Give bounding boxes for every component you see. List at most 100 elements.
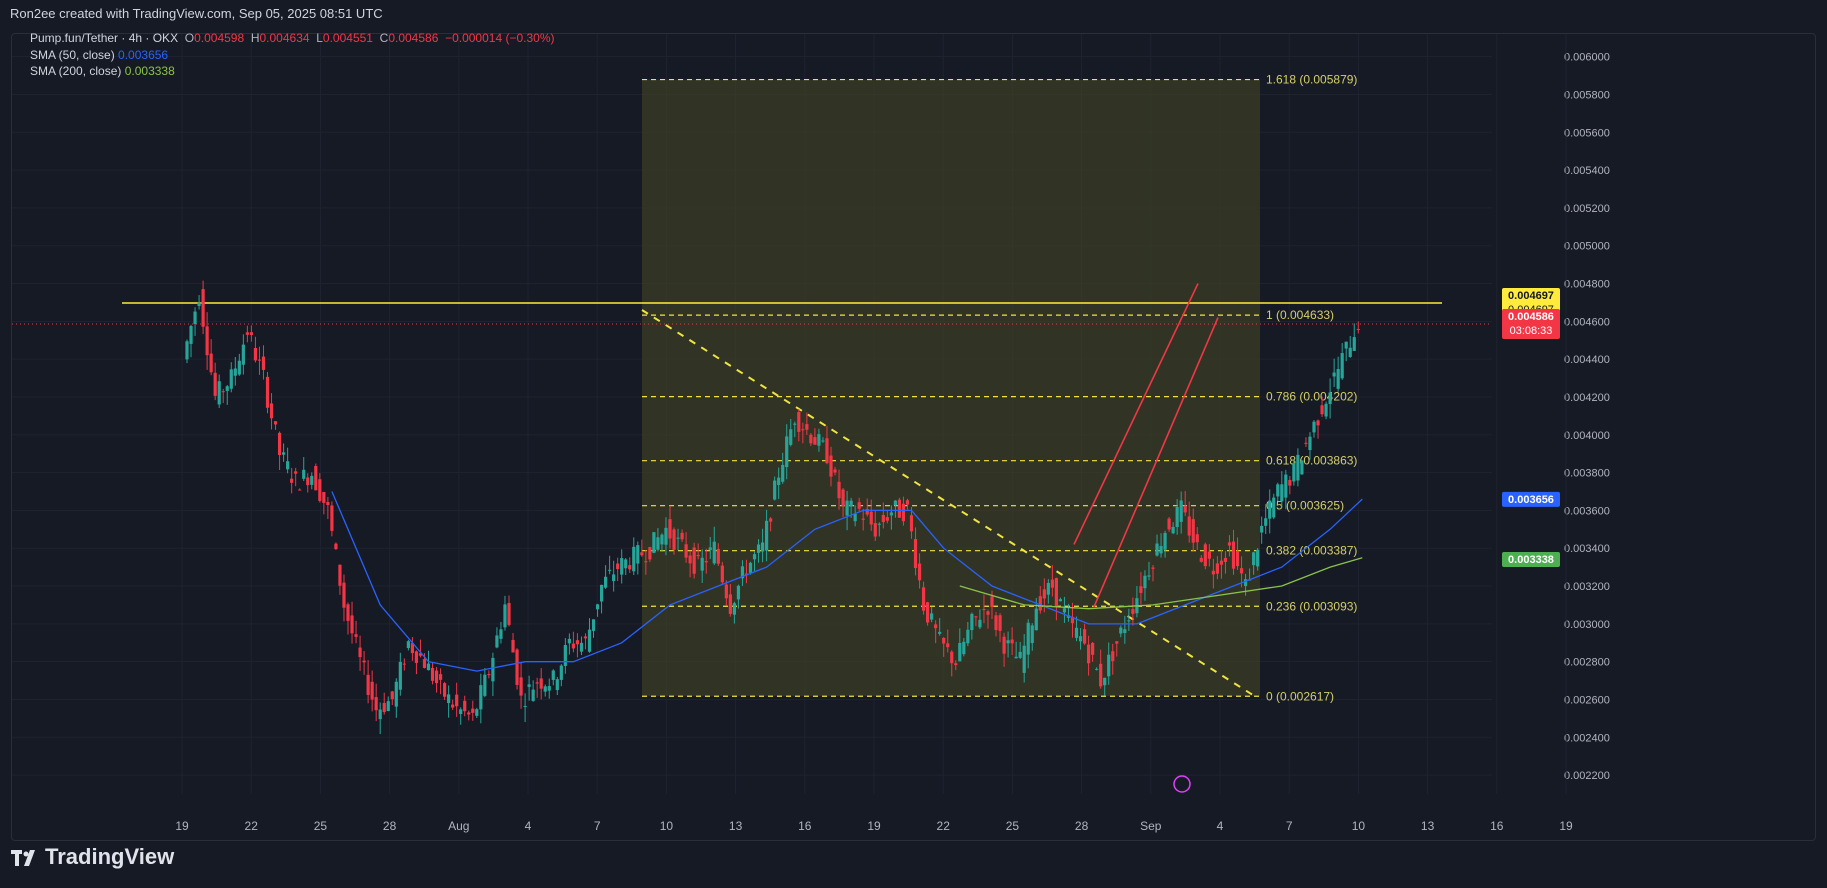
candle-body — [1167, 518, 1171, 530]
candle-body — [265, 376, 270, 408]
x-tick-label: 22 — [245, 819, 259, 833]
candle-body — [930, 613, 934, 620]
candle-body — [225, 386, 229, 391]
candle-body — [269, 403, 274, 419]
x-tick-label: 7 — [1286, 819, 1293, 833]
fib-level-label: 1 (0.004633) — [1266, 308, 1334, 322]
sma50-legend[interactable]: SMA (50, close) 0.003656 — [30, 48, 168, 62]
candle-body — [1103, 677, 1107, 686]
y-tick-label: 0.005400 — [1564, 165, 1610, 177]
x-tick-label: 25 — [314, 819, 328, 833]
high-label: H — [250, 31, 260, 45]
fib-level-label: 1.618 (0.005879) — [1266, 73, 1357, 87]
tradingview-logo[interactable]: TradingView — [11, 844, 174, 870]
candle-body — [1127, 620, 1131, 622]
candle-body — [438, 674, 443, 680]
candle-body — [934, 624, 938, 629]
candle-body — [680, 532, 684, 540]
candle-body — [515, 649, 519, 685]
candle-body — [1227, 542, 1232, 546]
candle-body — [769, 518, 773, 522]
candle-body — [1235, 550, 1240, 567]
candle-body — [273, 421, 278, 425]
candle-body — [652, 532, 656, 553]
candle-body — [1070, 616, 1075, 624]
candle-body — [990, 596, 994, 608]
candle-body — [306, 477, 310, 486]
candle-body — [817, 434, 821, 446]
x-tick-label: 28 — [383, 819, 397, 833]
candle-body — [748, 562, 753, 573]
price-chart[interactable]: 0.006000 0.005800 0.005600 0.005400 0.005200… — [12, 34, 1815, 840]
candle-body — [507, 602, 511, 625]
candle-body — [1344, 341, 1348, 349]
y-tick-label: 0.004000 — [1564, 430, 1610, 442]
candle-body — [1034, 608, 1038, 631]
candle-body — [668, 519, 672, 539]
candle-body — [1123, 629, 1127, 634]
candle-body — [752, 554, 757, 560]
candle-body — [406, 641, 410, 648]
candle-body — [495, 635, 499, 648]
chart-pane[interactable]: 0.006000 0.005800 0.005600 0.005400 0.005200… — [11, 31, 1816, 841]
x-tick-label: 4 — [1217, 819, 1224, 833]
candle-body — [1308, 436, 1312, 451]
candle-body — [1292, 463, 1296, 482]
candle-body — [418, 653, 423, 656]
candle-body — [942, 637, 946, 644]
candle-body — [1203, 544, 1207, 567]
candle-body — [1187, 516, 1191, 536]
candle-body — [410, 643, 414, 654]
y-tick-label: 0.002600 — [1564, 694, 1610, 706]
candle-body — [692, 547, 696, 574]
candle-body — [1078, 636, 1083, 642]
candle-body — [684, 544, 688, 558]
candle-body — [583, 636, 588, 639]
candle-body — [217, 381, 221, 405]
candle-body — [390, 691, 394, 700]
candle-body — [688, 555, 692, 564]
candle-body — [837, 481, 841, 499]
candle-body — [1054, 578, 1058, 607]
candle-body — [648, 547, 652, 560]
candle-body — [797, 412, 801, 432]
candle-body — [342, 582, 346, 608]
candle-body — [1046, 582, 1050, 595]
candle-body — [885, 517, 889, 521]
candle-body — [865, 508, 869, 515]
candle-body — [1195, 534, 1199, 543]
symbol-legend[interactable]: Pump.fun/Tether · 4h · OKX O0.004598 H0.… — [30, 31, 554, 45]
candle-body — [628, 565, 632, 570]
candle-body — [294, 471, 298, 474]
y-tick-label: 0.005600 — [1564, 127, 1610, 139]
candle-body — [599, 584, 604, 602]
candle-body — [1304, 442, 1308, 444]
candle-body — [962, 641, 966, 655]
candle-body — [1151, 567, 1155, 569]
fib-level-label: 0.236 (0.003093) — [1266, 599, 1357, 613]
sma200-legend[interactable]: SMA (200, close) 0.003338 — [30, 64, 175, 78]
price-axis-badge — [1502, 551, 1560, 567]
candle-body — [451, 704, 455, 708]
y-tick-label: 0.004200 — [1564, 392, 1610, 404]
attribution-header: Ron2ee created with TradingView.com, Sep… — [10, 6, 383, 21]
y-tick-label: 0.004400 — [1564, 354, 1610, 366]
y-tick-label: 0.003600 — [1564, 505, 1610, 517]
sma200-label: SMA (200, close) — [30, 64, 122, 78]
candle-body — [1288, 479, 1292, 486]
candle-body — [579, 642, 584, 652]
candle-body — [422, 659, 427, 668]
candle-body — [640, 552, 644, 556]
candle-body — [620, 558, 624, 575]
candle-body — [1119, 627, 1123, 634]
candle-body — [374, 697, 378, 711]
x-tick-label: Aug — [448, 819, 469, 833]
candle-body — [443, 683, 447, 697]
candle-body — [1143, 575, 1147, 589]
candle-body — [1215, 563, 1219, 574]
candle-body — [1268, 500, 1272, 519]
candle-body — [318, 479, 322, 501]
x-tick-label: 19 — [175, 819, 189, 833]
tradingview-wordmark: TradingView — [45, 844, 175, 869]
candle-body — [664, 527, 668, 545]
